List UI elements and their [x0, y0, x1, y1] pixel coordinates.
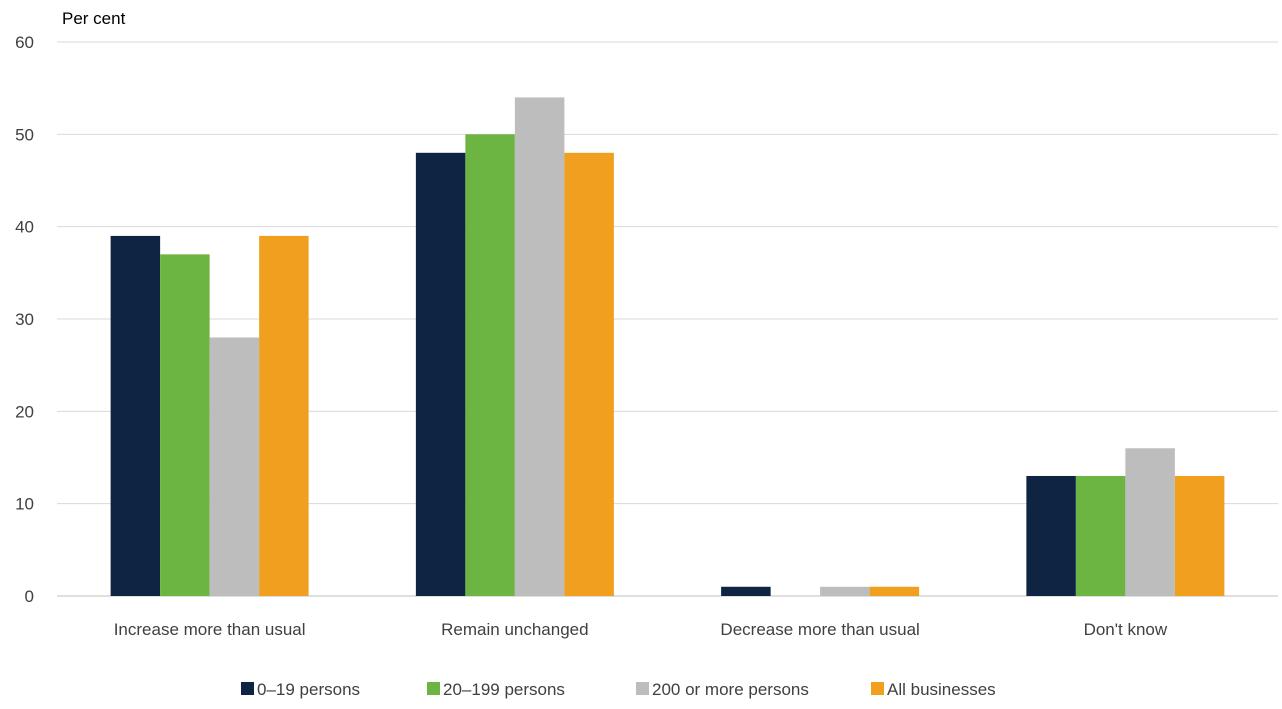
legend-label: 200 or more persons [652, 680, 809, 699]
legend-label: 20–199 persons [443, 680, 565, 699]
bar [209, 337, 260, 596]
bar [820, 586, 870, 596]
legend-swatch [871, 682, 884, 695]
bar [564, 152, 614, 597]
legend-swatch [241, 682, 254, 695]
bar [869, 586, 920, 596]
legend-swatch [427, 682, 440, 695]
bar [415, 152, 466, 597]
y-axis-ticks: 0 10 20 30 40 50 60 [15, 33, 34, 606]
y-tick-label: 10 [15, 495, 34, 514]
legend-label: 0–19 persons [257, 680, 360, 699]
y-tick-label: 60 [15, 33, 34, 52]
bar [1075, 475, 1126, 596]
x-axis-categories: Increase more than usual Remain unchanged… [114, 620, 1168, 639]
bar [110, 235, 161, 596]
y-axis-title: Per cent [62, 9, 126, 28]
y-tick-label: 30 [15, 310, 34, 329]
bars [110, 97, 1225, 597]
y-tick-label: 20 [15, 402, 34, 421]
bar [514, 97, 565, 597]
bar [1125, 448, 1175, 596]
y-tick-label: 50 [15, 125, 34, 144]
category-label: Don't know [1084, 620, 1168, 639]
legend-label: All businesses [887, 680, 996, 699]
bar [721, 586, 771, 596]
y-tick-label: 40 [15, 218, 34, 237]
bar [465, 134, 515, 597]
bar [1026, 475, 1076, 596]
category-label: Increase more than usual [114, 620, 306, 639]
bar [1174, 475, 1225, 596]
bar [160, 254, 210, 596]
category-label: Remain unchanged [441, 620, 588, 639]
category-label: Decrease more than usual [720, 620, 919, 639]
y-tick-label: 0 [25, 587, 34, 606]
legend-swatch [636, 682, 649, 695]
legend: 0–19 persons 20–199 persons 200 or more pe… [241, 680, 996, 699]
bar [259, 235, 309, 596]
